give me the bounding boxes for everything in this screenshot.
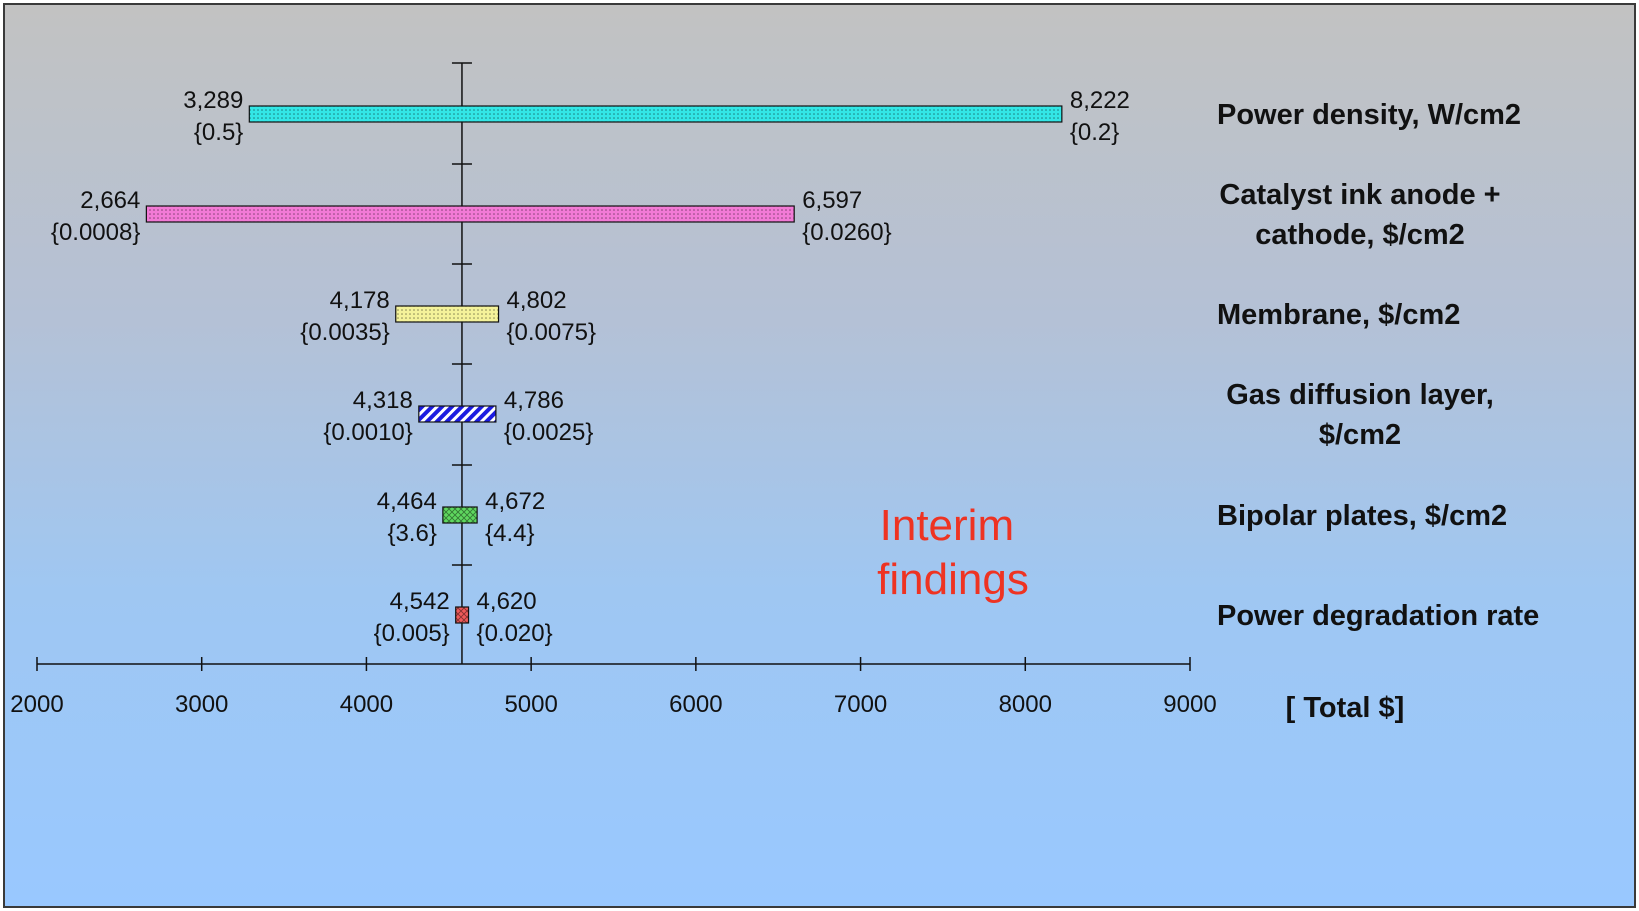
bar-high-value-label: 4,620 xyxy=(477,588,537,615)
x-tick-label: 9000 xyxy=(1163,691,1216,718)
bar-high-value-label: 6,597 xyxy=(802,187,862,214)
bar-low-value-label: 4,542 xyxy=(390,588,450,615)
bar-low-param-label: {0.0010} xyxy=(323,419,412,446)
category-label: Bipolar plates, $/cm2 xyxy=(1217,500,1507,532)
tornado-bar-pattern xyxy=(418,405,497,423)
bar-high-param-label: {0.020} xyxy=(477,620,553,647)
x-tick-label: 6000 xyxy=(669,691,722,718)
slide-frame: 2000 3000 4000 5000 6000 7000 8000 9000 3,289 {0… xyxy=(3,3,1636,908)
bar-low-value-label: 4,318 xyxy=(353,387,413,414)
bar-low-param-label: {0.5} xyxy=(194,119,243,146)
category-labels-group: Power density, W/cm2 Catalyst ink anode +… xyxy=(1217,99,1539,632)
category-label: Catalyst ink anode + cathode, $/cm2 xyxy=(1219,179,1500,251)
category-label-line: Catalyst ink anode + xyxy=(1219,179,1500,211)
category-label: Gas diffusion layer, $/cm2 xyxy=(1226,379,1494,451)
tornado-bar-pattern xyxy=(145,205,795,223)
tornado-bar-pattern xyxy=(442,506,478,524)
bar-labels-group: 3,289 {0.5} 8,222 {0.2} 2,664 {0.0008} 6,597 {0… xyxy=(51,87,1130,647)
tornado-bar-pattern xyxy=(395,305,500,323)
bar-low-value-label: 4,178 xyxy=(330,287,390,314)
bar-high-value-label: 4,802 xyxy=(507,287,567,314)
bar-low-value-label: 3,289 xyxy=(183,87,243,114)
bar-high-param-label: {0.0075} xyxy=(507,319,596,346)
category-label-line: Gas diffusion layer, xyxy=(1226,379,1494,411)
bar-high-param-label: {0.2} xyxy=(1070,119,1119,146)
interim-findings-annotation: Interim findings xyxy=(877,501,1029,604)
category-label-line: cathode, $/cm2 xyxy=(1255,219,1465,251)
category-label: Power density, W/cm2 xyxy=(1217,99,1521,131)
category-label-line: $/cm2 xyxy=(1319,419,1401,451)
bar-low-value-label: 2,664 xyxy=(80,187,140,214)
x-tick-label: 2000 xyxy=(10,691,63,718)
bar-high-param-label: {0.0260} xyxy=(802,219,891,246)
tornado-bar-pattern xyxy=(248,105,1063,123)
bar-low-param-label: {0.0035} xyxy=(300,319,389,346)
bar-high-param-label: {4.4} xyxy=(485,520,534,547)
tornado-chart: 2000 3000 4000 5000 6000 7000 8000 9000 3,289 {0… xyxy=(10,62,1539,724)
bars-group xyxy=(145,105,1063,624)
bar-low-param-label: {0.0008} xyxy=(51,219,140,246)
bar-low-param-label: {3.6} xyxy=(387,520,436,547)
bar-low-param-label: {0.005} xyxy=(374,620,450,647)
bar-high-param-label: {0.0025} xyxy=(504,419,593,446)
x-tick-label: 8000 xyxy=(999,691,1052,718)
x-tick-label: 3000 xyxy=(175,691,228,718)
x-tick-label: 5000 xyxy=(504,691,557,718)
x-axis: 2000 3000 4000 5000 6000 7000 8000 9000 xyxy=(10,62,1217,718)
tornado-bar-pattern xyxy=(455,606,470,624)
category-label: Power degradation rate xyxy=(1217,600,1539,632)
bar-low-value-label: 4,464 xyxy=(377,488,437,515)
x-tick-label: 4000 xyxy=(340,691,393,718)
bar-high-value-label: 4,786 xyxy=(504,387,564,414)
x-axis-unit-label: [ Total $] xyxy=(1286,692,1405,724)
bar-high-value-label: 4,672 xyxy=(485,488,545,515)
category-label: Membrane, $/cm2 xyxy=(1217,299,1460,331)
bar-high-value-label: 8,222 xyxy=(1070,87,1130,114)
x-tick-label: 7000 xyxy=(834,691,887,718)
